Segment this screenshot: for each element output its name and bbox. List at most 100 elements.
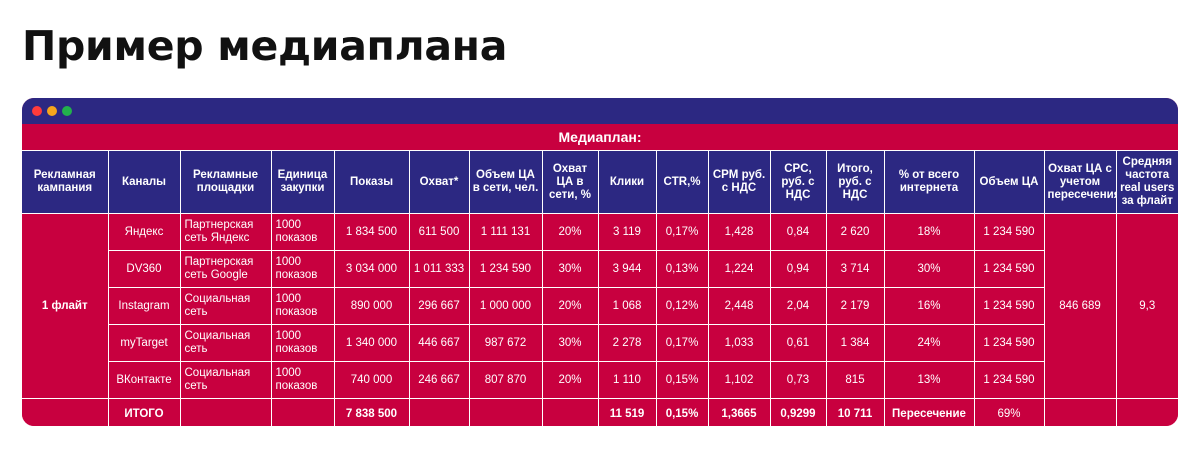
campaign-cell: 1 флайт xyxy=(22,213,109,399)
impressions-cell: 1 340 000 xyxy=(333,324,410,362)
table-row: myTarget Социальная сеть 1000 показов 1 … xyxy=(22,324,1178,362)
reach-cell: 296 667 xyxy=(408,287,470,325)
internet-share-cell: 18% xyxy=(883,213,975,251)
channel-cell: ВКонтакте xyxy=(108,361,181,399)
ta-total-cell: 1 234 590 xyxy=(973,324,1044,362)
cpc-cell: 2,04 xyxy=(769,287,827,325)
column-header: CTR,% xyxy=(655,150,709,214)
column-header: Охват* xyxy=(408,150,470,214)
reach-cell: 1 011 333 xyxy=(408,250,470,288)
channel-cell: DV360 xyxy=(108,250,181,288)
clicks-cell: 1 110 xyxy=(597,361,657,399)
close-window-icon[interactable] xyxy=(32,106,42,116)
column-header: Клики xyxy=(597,150,657,214)
table-caption-row: Медиаплан: xyxy=(22,124,1178,151)
table-row: Instagram Социальная сеть 1000 показов 8… xyxy=(22,287,1178,325)
mediaplan-table: Медиаплан: Рекламная кампания Каналы Рек… xyxy=(22,124,1178,426)
internet-share-cell: 24% xyxy=(883,324,975,362)
platform-cell: Социальная сеть xyxy=(179,324,272,362)
ta-volume-cell: 807 870 xyxy=(468,361,543,399)
column-header: Рекламная кампания xyxy=(22,150,109,214)
unit-cell: 1000 показов xyxy=(270,213,335,251)
table-row: ВКонтакте Социальная сеть 1000 показов 7… xyxy=(22,361,1178,399)
column-header: Средняя частота real users за флайт xyxy=(1115,150,1178,214)
table-row: 1 флайт Яндекс Партнерская сеть Яндекс 1… xyxy=(22,213,1178,399)
totals-empty-cell xyxy=(1115,398,1178,426)
column-header: Единица закупки xyxy=(270,150,335,214)
window-titlebar xyxy=(22,98,1178,124)
total-cell: 3 714 xyxy=(825,250,885,288)
avg-frequency-cell: 9,3 xyxy=(1115,213,1178,399)
internet-share-cell: 13% xyxy=(883,361,975,399)
ta-reach-dedup-cell: 846 689 xyxy=(1043,213,1117,399)
impressions-cell: 1 834 500 xyxy=(333,213,410,251)
totals-ta-total: 69% xyxy=(973,398,1045,426)
column-header: % от всего интернета xyxy=(883,150,975,214)
totals-row: ИТОГО 7 838 500 11 519 0,15% 1,3665 0,92… xyxy=(22,398,1178,426)
platform-cell: Социальная сеть xyxy=(179,361,272,399)
impressions-cell: 890 000 xyxy=(333,287,410,325)
channel-cell: Яндекс xyxy=(107,213,181,251)
ctr-cell: 0,17% xyxy=(655,213,709,251)
ctr-cell: 0,12% xyxy=(655,287,709,325)
totals-empty-cell xyxy=(408,398,470,426)
totals-cpc: 0,9299 xyxy=(769,398,827,426)
column-header: Охват ЦА с учетом пересечения xyxy=(1043,150,1117,214)
ta-reach-cell: 20% xyxy=(541,213,599,251)
cpm-cell: 2,448 xyxy=(707,287,771,325)
page-title: Пример медиаплана xyxy=(22,22,508,70)
cpm-cell: 1,224 xyxy=(707,250,771,288)
reach-cell: 446 667 xyxy=(408,324,470,362)
cpc-cell: 0,61 xyxy=(769,324,827,362)
clicks-cell: 3 119 xyxy=(597,213,657,251)
ctr-cell: 0,13% xyxy=(655,250,709,288)
ctr-cell: 0,15% xyxy=(655,361,709,399)
cpm-cell: 1,033 xyxy=(707,324,771,362)
column-header: Объем ЦА в сети, чел. xyxy=(468,150,543,214)
totals-internet-share: Пересечение xyxy=(883,398,975,426)
window-frame: Медиаплан: Рекламная кампания Каналы Рек… xyxy=(22,98,1178,426)
unit-cell: 1000 показов xyxy=(270,287,335,325)
channel-cell: Instagram xyxy=(108,287,181,325)
ta-reach-cell: 30% xyxy=(541,324,599,362)
totals-empty-cell xyxy=(270,398,335,426)
impressions-cell: 740 000 xyxy=(333,361,410,399)
ta-reach-cell: 30% xyxy=(541,250,599,288)
column-header: Итого, руб. с НДС xyxy=(825,150,885,214)
column-header: CPM руб. с НДС xyxy=(707,150,771,214)
cpc-cell: 0,84 xyxy=(769,213,827,251)
clicks-cell: 2 278 xyxy=(597,324,657,362)
ta-total-cell: 1 234 590 xyxy=(973,287,1044,325)
ta-volume-cell: 1 111 131 xyxy=(468,213,543,251)
ta-total-cell: 1 234 590 xyxy=(973,250,1044,288)
ta-total-cell: 1 234 590 xyxy=(973,213,1045,251)
totals-cpm: 1,3665 xyxy=(707,398,771,426)
column-header: Объем ЦА xyxy=(973,150,1045,214)
ta-volume-cell: 1 234 590 xyxy=(468,250,543,288)
column-header: Рекламные площадки xyxy=(179,150,272,214)
clicks-cell: 3 944 xyxy=(597,250,657,288)
totals-ctr: 0,15% xyxy=(655,398,709,426)
totals-empty-cell xyxy=(541,398,599,426)
totals-empty-cell xyxy=(468,398,543,426)
table-row: DV360 Партнерская сеть Google 1000 показ… xyxy=(22,250,1178,288)
channel-cell: myTarget xyxy=(108,324,181,362)
ta-reach-cell: 20% xyxy=(541,287,599,325)
maximize-window-icon[interactable] xyxy=(62,106,72,116)
column-header: Показы xyxy=(333,150,410,214)
totals-clicks: 11 519 xyxy=(597,398,657,426)
totals-impressions: 7 838 500 xyxy=(333,398,410,426)
ta-volume-cell: 1 000 000 xyxy=(468,287,543,325)
column-header: Охват ЦА в сети, % xyxy=(541,150,599,214)
cpm-cell: 1,428 xyxy=(707,213,771,251)
minimize-window-icon[interactable] xyxy=(47,106,57,116)
platform-cell: Социальная сеть xyxy=(179,287,272,325)
unit-cell: 1000 показов xyxy=(270,361,335,399)
table-header-row: Рекламная кампания Каналы Рекламные площ… xyxy=(22,150,1178,214)
total-cell: 1 384 xyxy=(825,324,885,362)
internet-share-cell: 30% xyxy=(883,250,975,288)
unit-cell: 1000 показов xyxy=(270,324,335,362)
ta-volume-cell: 987 672 xyxy=(468,324,543,362)
cpc-cell: 0,94 xyxy=(769,250,827,288)
reach-cell: 246 667 xyxy=(408,361,470,399)
